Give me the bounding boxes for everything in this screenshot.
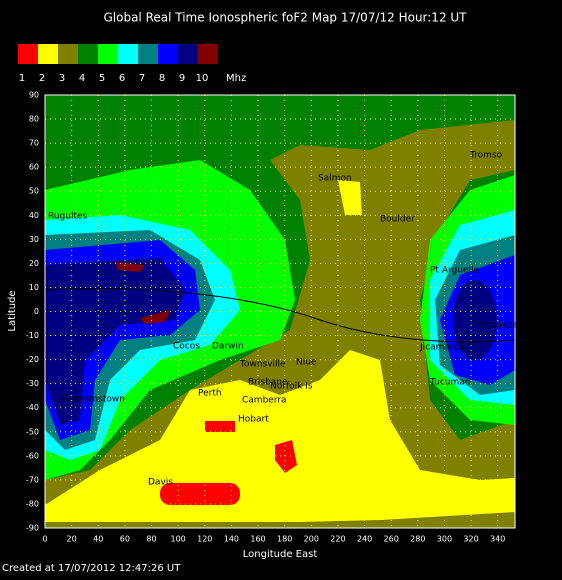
station-label: Grahamstown: [62, 395, 125, 405]
station-label: Brisbane: [248, 378, 288, 388]
station-label: Boulder: [380, 215, 415, 225]
x-tick-label: 300: [437, 535, 452, 544]
y-tick-label: -50: [26, 427, 39, 436]
y-tick-label: 60: [29, 163, 39, 172]
station-label: Townsville: [239, 360, 286, 370]
y-tick-label: -10: [26, 331, 39, 340]
x-tick-label: 220: [330, 535, 345, 544]
region: [115, 262, 145, 272]
legend-swatch: [78, 44, 98, 64]
y-tick-label: 70: [29, 139, 39, 148]
station-label: Perth: [198, 389, 222, 399]
y-tick-label: -20: [26, 355, 39, 364]
x-axis-label: Longitude East: [243, 549, 318, 560]
legend-unit: Mhz: [226, 73, 246, 84]
station-label: Camberra: [242, 396, 287, 406]
legend-swatch: [158, 44, 178, 64]
x-tick-label: 120: [197, 535, 212, 544]
x-tick-label: 80: [146, 535, 156, 544]
legend-swatch: [98, 44, 118, 64]
legend-label: 10: [196, 73, 209, 84]
station-label: Niue: [296, 358, 317, 368]
y-tick-label: 10: [29, 283, 39, 292]
y-tick-label: -70: [26, 475, 39, 484]
y-tick-label: 20: [29, 259, 39, 268]
legend-swatch: [138, 44, 158, 64]
station-label: Tromso: [469, 151, 503, 161]
region: [205, 421, 235, 432]
legend-label: 1: [19, 73, 25, 84]
x-tick-label: 0: [42, 535, 47, 544]
region: [160, 483, 240, 505]
y-tick-label: 40: [29, 211, 39, 220]
x-tick-label: 280: [410, 535, 425, 544]
legend-label: 9: [179, 73, 185, 84]
x-tick-label: 160: [250, 535, 265, 544]
terminator: [45, 288, 515, 343]
x-tick-label: 320: [463, 535, 478, 544]
legend-label: 8: [159, 73, 165, 84]
legend-swatch: [58, 44, 78, 64]
legend-label: 2: [39, 73, 45, 84]
legend-label: 7: [139, 73, 145, 84]
region: [45, 120, 515, 528]
region: [275, 440, 297, 473]
y-tick-label: 90: [29, 91, 39, 100]
plot-frame: [44, 94, 516, 529]
region: [338, 180, 362, 215]
station-label: Fortaleza: [476, 321, 517, 331]
y-tick-label: -80: [26, 499, 39, 508]
y-tick-label: 0: [34, 307, 39, 316]
station-label: Davis: [148, 478, 173, 488]
region: [140, 310, 170, 324]
x-tick-label: 180: [277, 535, 292, 544]
legend-swatch: [178, 44, 198, 64]
x-tick-label: 20: [67, 535, 77, 544]
x-tick-label: 260: [384, 535, 399, 544]
station-label: Cocos: [173, 342, 200, 352]
region: [453, 280, 497, 360]
legend-label: 4: [79, 73, 85, 84]
y-tick-label: -90: [26, 524, 39, 533]
legend-label: 3: [59, 73, 65, 84]
legend-swatch: [118, 44, 138, 64]
legend: 1 2 3 4 5 6 7 8 9 10 Mhz: [18, 44, 246, 84]
station-label: Salmon: [318, 174, 352, 184]
station-label: Hobart: [238, 415, 269, 425]
legend-label: 5: [99, 73, 105, 84]
station-label: Pt Arguello: [430, 266, 479, 276]
station-label: Norfolk Is: [270, 382, 313, 392]
y-tick-label: 80: [29, 115, 39, 124]
x-tick-label: 200: [304, 535, 319, 544]
station-label: Rugultes: [48, 212, 88, 222]
x-tick-label: 340: [490, 535, 505, 544]
station-label: Jicamarca: [419, 343, 464, 353]
legend-swatch: [38, 44, 58, 64]
y-tick-label: -40: [26, 403, 39, 412]
x-tick-label: 60: [120, 535, 130, 544]
legend-swatch: [198, 44, 218, 64]
y-tick-label: -30: [26, 379, 39, 388]
station-label: Darwin: [212, 342, 244, 352]
x-tick-label: 240: [357, 535, 372, 544]
chart-title: Global Real Time Ionospheric foF2 Map 17…: [103, 11, 467, 25]
station-label: Tucuman: [429, 378, 470, 388]
x-tick-label: 100: [171, 535, 186, 544]
stations: Salmon Boulder Rugultes Pt Arguello Jicamarc…: [48, 151, 517, 488]
footer: Created at 17/07/2012 12:47:26 UT: [2, 563, 181, 574]
y-tick-label: 50: [29, 187, 39, 196]
y-tick-label: 30: [29, 235, 39, 244]
x-tick-label: 140: [224, 535, 239, 544]
y-tick-label: -60: [26, 451, 39, 460]
legend-label: 6: [119, 73, 125, 84]
legend-swatch: [18, 44, 38, 64]
region: [45, 350, 515, 522]
x-tick-label: 40: [93, 535, 103, 544]
y-axis-label: Latitude: [7, 290, 18, 331]
